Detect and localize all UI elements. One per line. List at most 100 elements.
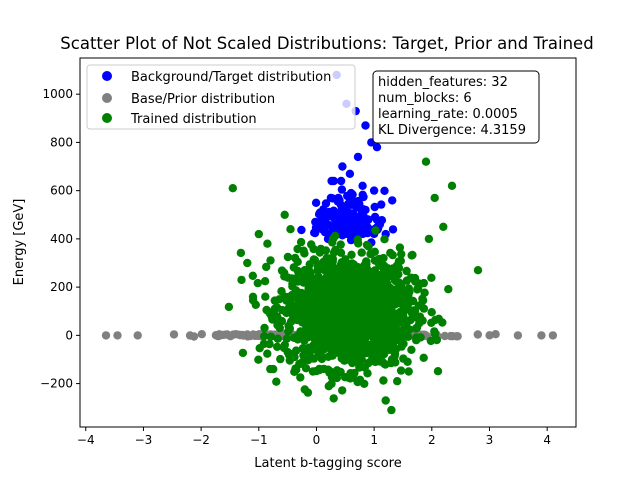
y-axis-ticks: −200 0 200 400 600 800 1000 bbox=[40, 87, 80, 391]
trained-point bbox=[270, 296, 279, 305]
trained-point bbox=[406, 273, 416, 282]
trained-point bbox=[412, 336, 421, 345]
trained-point bbox=[254, 355, 263, 364]
target-point bbox=[388, 196, 397, 205]
trained-point bbox=[348, 371, 357, 380]
trained-point bbox=[273, 334, 282, 343]
trained-point bbox=[320, 312, 329, 321]
prior-point bbox=[473, 330, 482, 339]
trained-point bbox=[261, 292, 270, 301]
target-point bbox=[346, 235, 356, 245]
trained-point bbox=[262, 262, 271, 272]
target-point bbox=[358, 181, 367, 190]
x-tick-label: −4 bbox=[77, 433, 95, 447]
trained-point bbox=[370, 303, 379, 312]
trained-point bbox=[407, 345, 416, 354]
trained-point bbox=[387, 355, 397, 364]
x-tick-label: −1 bbox=[250, 433, 268, 447]
trained-point bbox=[254, 229, 263, 239]
trained-point bbox=[260, 277, 270, 286]
target-point bbox=[362, 226, 371, 235]
trained-point bbox=[338, 270, 347, 279]
trained-point bbox=[386, 248, 395, 258]
trained-point bbox=[336, 278, 345, 287]
trained-point bbox=[349, 295, 358, 304]
trained-point bbox=[344, 265, 353, 274]
trained-point bbox=[381, 396, 390, 405]
trained-point bbox=[263, 349, 272, 358]
trained-point bbox=[299, 246, 308, 255]
trained-point bbox=[433, 367, 443, 376]
trained-point bbox=[394, 298, 404, 307]
trained-point bbox=[312, 366, 321, 376]
trained-point bbox=[407, 251, 416, 260]
trained-point bbox=[380, 340, 390, 349]
y-tick-label: 400 bbox=[50, 232, 73, 246]
trained-point bbox=[237, 275, 246, 285]
target-point bbox=[355, 225, 364, 234]
target-point bbox=[332, 222, 341, 231]
trained-point bbox=[402, 266, 411, 276]
info-box-frame bbox=[372, 70, 540, 144]
trained-point bbox=[434, 314, 443, 323]
legend-marker-prior bbox=[102, 93, 112, 103]
prior-point bbox=[243, 330, 252, 339]
trained-point bbox=[375, 254, 384, 264]
trained-point bbox=[473, 266, 483, 275]
target-point bbox=[336, 216, 346, 225]
trained-point bbox=[310, 255, 320, 265]
trained-point bbox=[332, 366, 342, 375]
prior-point bbox=[214, 331, 223, 341]
trained-point bbox=[396, 366, 406, 375]
trained-point bbox=[357, 345, 366, 354]
info-box: hidden_features: 32 num_blocks: 6 learni… bbox=[372, 70, 540, 144]
axes-frame bbox=[79, 57, 577, 428]
trained-point bbox=[427, 308, 436, 317]
trained-point bbox=[364, 242, 373, 251]
target-point bbox=[297, 225, 306, 235]
trained-point bbox=[319, 364, 329, 374]
y-tick-label: −200 bbox=[40, 377, 73, 391]
target-point bbox=[361, 121, 370, 130]
trained-point bbox=[298, 344, 308, 353]
trained-point bbox=[393, 377, 402, 386]
trained-point bbox=[393, 315, 403, 325]
trained-point bbox=[248, 292, 258, 301]
prior-point bbox=[133, 331, 142, 340]
trained-point bbox=[324, 352, 333, 361]
trained-point bbox=[368, 275, 377, 284]
target-point bbox=[329, 176, 338, 186]
trained-point bbox=[344, 285, 353, 294]
trained-point bbox=[300, 336, 309, 345]
trained-point bbox=[293, 257, 302, 266]
trained-point bbox=[273, 320, 282, 330]
y-tick-label: 1000 bbox=[42, 87, 73, 101]
trained-point bbox=[243, 258, 252, 268]
trained-point bbox=[380, 305, 389, 314]
trained-point bbox=[319, 336, 328, 345]
trained-point bbox=[377, 296, 386, 305]
target-point bbox=[352, 203, 361, 212]
trained-point bbox=[353, 377, 362, 387]
trained-point bbox=[288, 349, 298, 359]
trained-point bbox=[362, 264, 372, 274]
target-point bbox=[361, 205, 370, 215]
trained-point bbox=[286, 225, 295, 234]
trained-point bbox=[336, 324, 345, 334]
trained-point bbox=[298, 293, 307, 303]
trained-point bbox=[266, 256, 275, 265]
info-learning-rate: learning_rate: 0.0005 bbox=[378, 107, 518, 122]
y-tick-label: 600 bbox=[50, 184, 73, 198]
trained-point bbox=[353, 235, 362, 244]
trained-point bbox=[399, 354, 408, 363]
info-kl-divergence: KL Divergence: 4.3159 bbox=[378, 123, 526, 138]
x-tick-label: −2 bbox=[192, 433, 210, 447]
trained-point bbox=[368, 282, 377, 292]
trained-point bbox=[228, 184, 237, 193]
trained-point bbox=[236, 248, 246, 258]
trained-point bbox=[328, 302, 337, 312]
trained-point bbox=[387, 405, 396, 415]
trained-point bbox=[359, 319, 368, 328]
trained-point bbox=[328, 238, 337, 247]
